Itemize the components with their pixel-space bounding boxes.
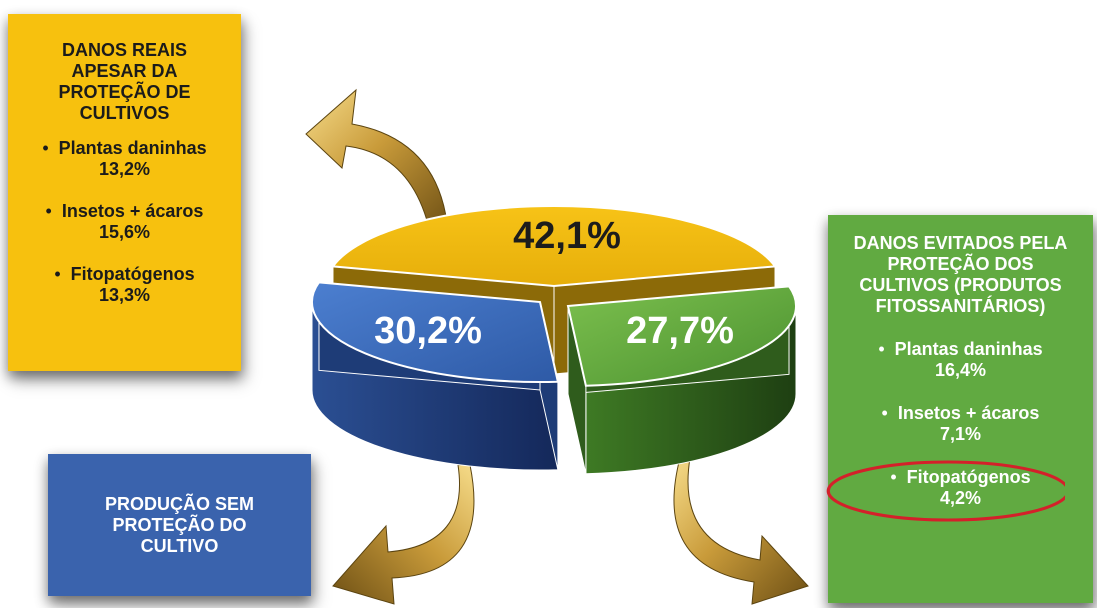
avoided-damage-box: DANOS EVITADOS PELA PROTEÇÃO DOS CULTIVO…	[826, 215, 1093, 603]
slice-yellow-face	[553, 265, 776, 375]
bullet: •	[878, 339, 885, 360]
list-item: • Insetos + ácaros 7,1%	[828, 403, 1093, 445]
item-name: Insetos + ácaros	[897, 403, 1040, 424]
slice-blue-side	[311, 301, 559, 471]
slice-green-face	[567, 305, 587, 474]
real-damage-list: • Plantas daninhas 13,2% • Insetos + ácaros…	[8, 138, 241, 306]
highlight-ellipse	[826, 460, 1065, 522]
item-name: Fitopatógenos	[70, 264, 195, 285]
item-value: 4,2%	[939, 488, 982, 509]
slice-label: 42,1%	[513, 215, 621, 257]
list-item: • Plantas daninhas 16,4%	[828, 339, 1093, 381]
bullet: •	[890, 467, 897, 488]
unprotected-production-title: PRODUÇÃO SEM PROTEÇÃO DO CULTIVO	[104, 494, 254, 557]
item-value: 7,1%	[939, 424, 982, 445]
slice-green-face	[567, 285, 790, 395]
item-name: Plantas daninhas	[894, 339, 1043, 360]
slice-green	[566, 285, 797, 387]
list-item-highlighted: • Fitopatógenos 4,2%	[826, 460, 1093, 522]
list-item: • Plantas daninhas 13,2%	[8, 138, 241, 180]
slice-label: 27,7%	[626, 310, 734, 352]
item-value: 16,4%	[934, 360, 987, 381]
slice-blue-face	[318, 281, 541, 391]
slice-green-side	[585, 305, 797, 475]
item-value: 13,3%	[98, 285, 151, 306]
arrow-down-right-icon	[673, 457, 809, 605]
bullet: •	[45, 201, 52, 222]
arrow-down-left-icon	[332, 464, 475, 605]
item-name: Plantas daninhas	[58, 138, 207, 159]
item-value: 13,2%	[98, 159, 151, 180]
slice-label: 30,2%	[374, 310, 482, 352]
bullet: •	[54, 264, 61, 285]
list-item: • Insetos + ácaros 15,6%	[8, 201, 241, 243]
pie-3d	[311, 204, 797, 475]
item-name: Fitopatógenos	[906, 467, 1031, 488]
slice-yellow-face	[332, 265, 555, 375]
slice-blue	[311, 281, 560, 383]
slice-yellow	[331, 204, 777, 288]
arrow-up-left-icon	[305, 88, 449, 233]
real-damage-box: DANOS REAIS APESAR DA PROTEÇÃO DE CULTIV…	[8, 14, 241, 371]
item-value: 15,6%	[98, 222, 151, 243]
bullet: •	[42, 138, 49, 159]
avoided-damage-list: • Plantas daninhas 16,4% • Insetos + ácaros…	[826, 339, 1093, 522]
bullet: •	[881, 403, 888, 424]
avoided-damage-title: DANOS EVITADOS PELA PROTEÇÃO DOS CULTIVO…	[853, 233, 1068, 317]
real-damage-title: DANOS REAIS APESAR DA PROTEÇÃO DE CULTIV…	[58, 40, 191, 124]
list-item: • Fitopatógenos 13,3%	[8, 264, 241, 306]
unprotected-production-box: PRODUÇÃO SEM PROTEÇÃO DO CULTIVO	[48, 454, 311, 596]
slice-blue-face	[539, 301, 559, 470]
item-name: Insetos + ácaros	[61, 201, 204, 222]
